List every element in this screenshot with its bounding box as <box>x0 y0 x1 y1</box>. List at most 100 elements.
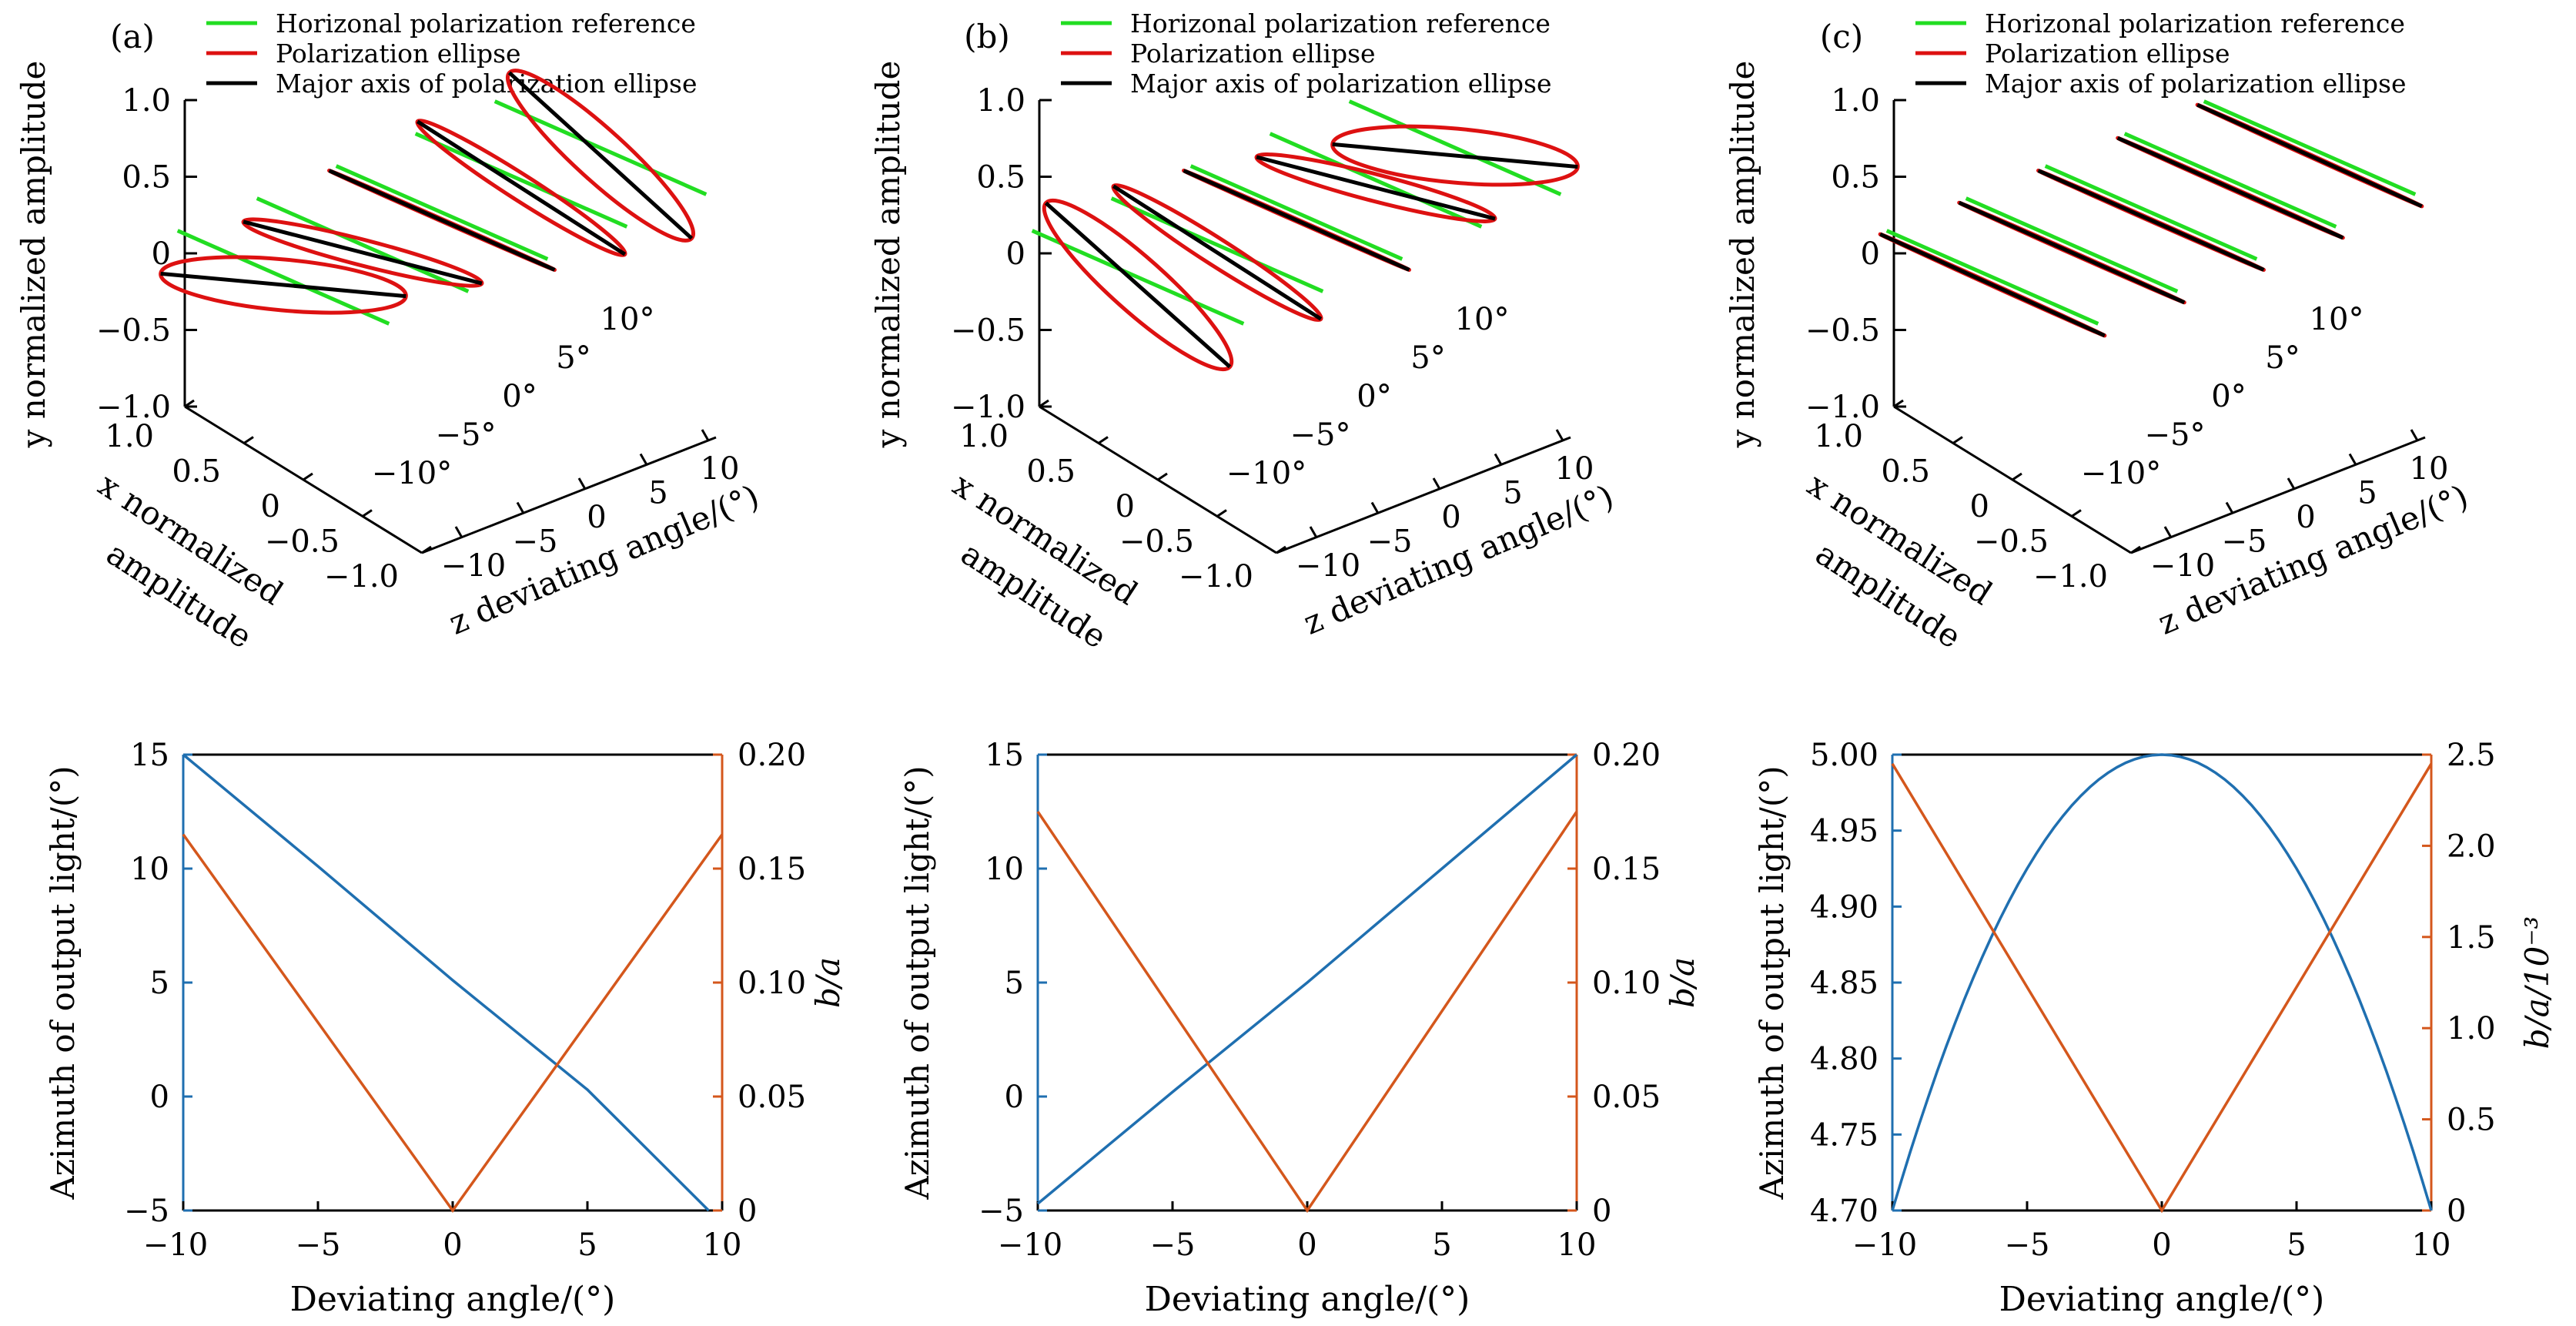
right-tick-label: 2.0 <box>2447 829 2496 864</box>
z-tick-label: 5 <box>1503 476 1522 511</box>
z-tick <box>701 429 710 441</box>
slice-2 <box>2036 164 2266 272</box>
slice-label: 0° <box>2211 379 2246 414</box>
reference-line <box>335 164 549 261</box>
slice-3 <box>414 119 628 257</box>
z-tick <box>1432 477 1441 490</box>
z-tick <box>516 501 525 514</box>
right-tick-label: 0 <box>1592 1194 1611 1229</box>
slice-3 <box>1254 132 1497 229</box>
slice-label: 10° <box>2310 302 2364 337</box>
z-tick-label: −10 <box>2150 548 2215 584</box>
left-tick-label: 5.00 <box>1810 738 1878 773</box>
x-tick-label: 0.5 <box>1026 454 1076 490</box>
slice-1 <box>1110 182 1324 323</box>
z-tick <box>2348 453 2357 466</box>
right-tick-label: 1.5 <box>2447 920 2496 956</box>
x-axis-label: Deviating angle/(°) <box>1145 1280 1470 1319</box>
left-tick-label: 4.70 <box>1810 1194 1878 1229</box>
panel-3d: (a) Horizonal polarization referencePolar… <box>15 8 764 656</box>
legend-label: Horizonal polarization reference <box>1130 8 1551 39</box>
right-axis-label: b/a <box>809 957 847 1008</box>
z-tick <box>454 526 463 538</box>
x-tick-label: 0 <box>2152 1227 2171 1263</box>
x-tick <box>421 545 432 554</box>
left-axis-label: Azimuth of output light/(°) <box>1753 765 1791 1200</box>
major-axis-line <box>1044 201 1232 369</box>
slice-1 <box>1957 196 2186 305</box>
reference-line <box>414 132 628 229</box>
right-tick-label: 2.5 <box>2447 738 2496 773</box>
panel-label: (b) <box>964 18 1010 55</box>
left-tick-label: 5 <box>150 966 169 1001</box>
panel-a: (a) Horizonal polarization referencePolar… <box>15 8 847 1319</box>
y-tick-label: 1.0 <box>976 83 1025 119</box>
x-tick <box>303 472 313 481</box>
panel-2d: −10 −5 0 5 10 Deviating angle/(°) 5.00 4.95 4.90… <box>1753 738 2556 1319</box>
major-axis-line <box>1183 169 1410 272</box>
x-tick-label: −1.0 <box>324 559 399 594</box>
left-tick-label: 4.80 <box>1810 1042 1878 1077</box>
left-axis-label: Azimuth of output light/(°) <box>44 765 82 1200</box>
slice-label: −10° <box>372 456 452 491</box>
reference-line <box>1965 196 2179 293</box>
x-tick-label: −1.0 <box>1179 559 1253 594</box>
slice-2 <box>1182 164 1411 272</box>
x-tick-label: −10 <box>998 1227 1062 1263</box>
x-tick-label: 0 <box>443 1227 462 1263</box>
x-tick-label: −5 <box>1150 1227 1196 1263</box>
reference-line <box>1269 132 1483 229</box>
z-tick-label: 10 <box>2410 451 2449 487</box>
x-tick <box>2130 545 2141 554</box>
z-tick <box>2163 526 2173 538</box>
legend-label: Polarization ellipse <box>1130 39 1376 69</box>
major-axis-line <box>2037 169 2265 272</box>
panel-c: (c) Horizonal polarization referencePolar… <box>1724 8 2556 1319</box>
x-tick-label: 0 <box>1116 489 1135 524</box>
y-tick-label: 0 <box>1861 236 1880 272</box>
slice-1 <box>241 196 484 293</box>
y-tick-label: −1.0 <box>1805 390 1880 425</box>
z-tick-label: 10 <box>701 451 740 487</box>
reference-line <box>2203 99 2417 196</box>
z-tick-label: −5 <box>2222 524 2267 560</box>
y-axis-label: y normalized amplitude <box>15 61 52 449</box>
z-tick-label: 5 <box>648 476 667 511</box>
z-axis-3d <box>421 436 717 554</box>
z-tick <box>577 477 587 490</box>
panel-label: (a) <box>110 18 155 55</box>
x-tick-label: −0.5 <box>1974 524 2049 560</box>
slice-label: −5° <box>436 417 497 453</box>
x-tick-label: −1.0 <box>2033 559 2108 594</box>
left-tick-label: 15 <box>985 738 1024 773</box>
slice-label: −10° <box>1226 456 1306 491</box>
y-axis-label: y normalized amplitude <box>869 61 907 449</box>
slice-label: 5° <box>2265 340 2300 376</box>
reference-line <box>1110 196 1324 293</box>
right-tick-label: 0.05 <box>1592 1080 1661 1115</box>
x-tick-label: 1.0 <box>959 419 1009 454</box>
x-tick-label: 0.5 <box>1881 454 1930 490</box>
reference-line <box>256 196 470 293</box>
major-axis-line <box>1112 184 1323 321</box>
left-tick-label: 4.95 <box>1810 814 1878 849</box>
y-tick-label: −1.0 <box>951 390 1025 425</box>
z-tick-label: 0 <box>1441 500 1460 535</box>
right-tick-label: 0.20 <box>738 738 806 773</box>
reference-line <box>2123 132 2337 229</box>
major-axis-line <box>416 119 627 256</box>
right-tick-label: 0 <box>738 1194 757 1229</box>
azimuth-series-line <box>1891 753 2433 1211</box>
right-tick-label: 0.05 <box>738 1080 806 1115</box>
left-axis-label: Azimuth of output light/(°) <box>898 765 936 1200</box>
legend-label: Major axis of polarization ellipse <box>1130 69 1551 99</box>
left-tick-label: −5 <box>124 1194 169 1229</box>
legend-label: Horizonal polarization reference <box>276 8 696 39</box>
slice-label: 10° <box>601 302 655 337</box>
legend-label: Polarization ellipse <box>1985 39 2230 69</box>
major-axis-line <box>1332 142 1578 169</box>
x-tick-label: −5 <box>296 1227 341 1263</box>
z-tick-label: 0 <box>2296 500 2315 535</box>
reference-line <box>1885 229 2099 326</box>
